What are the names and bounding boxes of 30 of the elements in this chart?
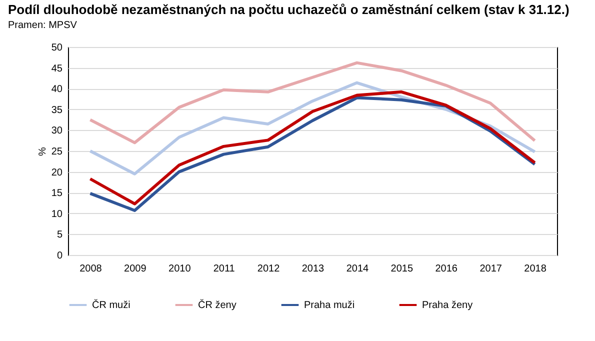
y-tick-label: 0 [56, 250, 63, 262]
text: Pramen: MPSV [8, 20, 78, 31]
x-tick-label: 2011 [213, 264, 236, 274]
y-tick-label: 15 [51, 188, 63, 200]
y-tick-label: 35 [51, 104, 63, 116]
x-tick-label: 2015 [390, 264, 414, 274]
y-tick-label: 10 [51, 208, 63, 220]
x-tick-label: 2013 [302, 264, 325, 274]
y-tick-label: 25 [51, 146, 63, 158]
x-tick-label: 2014 [346, 264, 370, 274]
x-tick-label: 2008 [80, 264, 102, 274]
legend-label: ČR muži [92, 299, 130, 311]
x-tick-label: 2010 [168, 264, 192, 274]
x-tick-label: 2009 [124, 264, 147, 274]
x-tick-label: 2012 [257, 264, 280, 274]
x-tick-label: 2016 [435, 264, 458, 274]
legend-label: Praha ženy [422, 300, 473, 311]
line-series [88, 61, 536, 144]
legend-label: ČR ženy [198, 299, 236, 311]
y-axis-title: % [37, 146, 48, 156]
y-tick-label: 50 [51, 42, 63, 54]
y-tick-label: 30 [51, 126, 63, 137]
x-tick-label: 2018 [524, 264, 547, 274]
y-tick-label: 5 [56, 230, 63, 241]
y-tick-label: 40 [51, 84, 63, 96]
y-tick-label: 45 [51, 63, 63, 74]
y-tick-label: 20 [51, 167, 63, 178]
chart-title: Podíl dlouhodobě nezaměstnaných na počtu uchazečů o zaměstnání celkem (stav k 31.12.) [8, 2, 570, 17]
x-tick-label: 2017 [480, 264, 502, 274]
legend-label: Praha muži [304, 300, 355, 311]
